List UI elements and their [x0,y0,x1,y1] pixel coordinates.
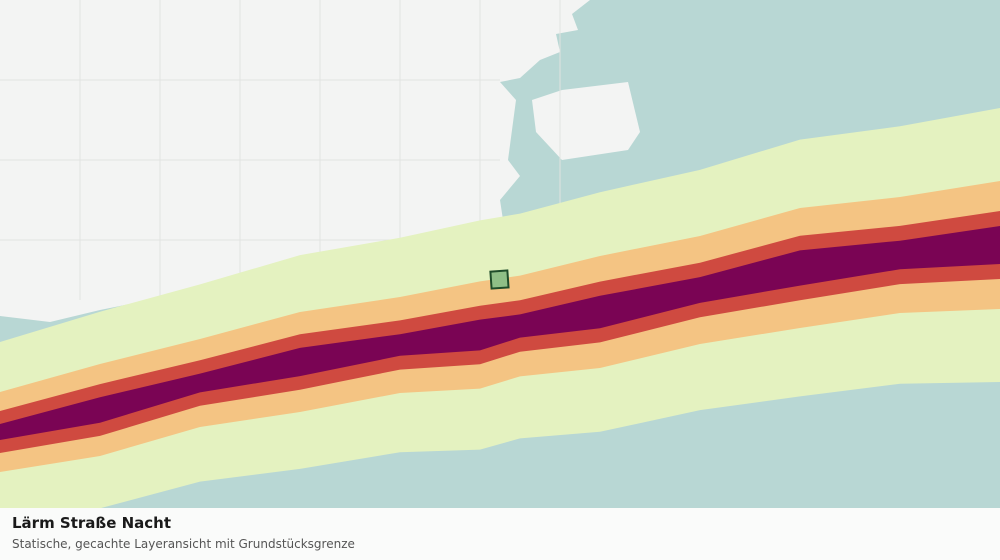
noise-bands [0,108,1000,508]
footer: Lärm Straße Nacht Statische, gecachte La… [0,508,1000,560]
layer-title: Lärm Straße Nacht [12,514,172,532]
map-view [0,0,1000,508]
parcel-boundary [489,269,510,290]
land [532,82,640,160]
layer-subtitle: Statische, gecachte Layeransicht mit Gru… [12,537,355,551]
band-very-loud [0,226,1000,440]
